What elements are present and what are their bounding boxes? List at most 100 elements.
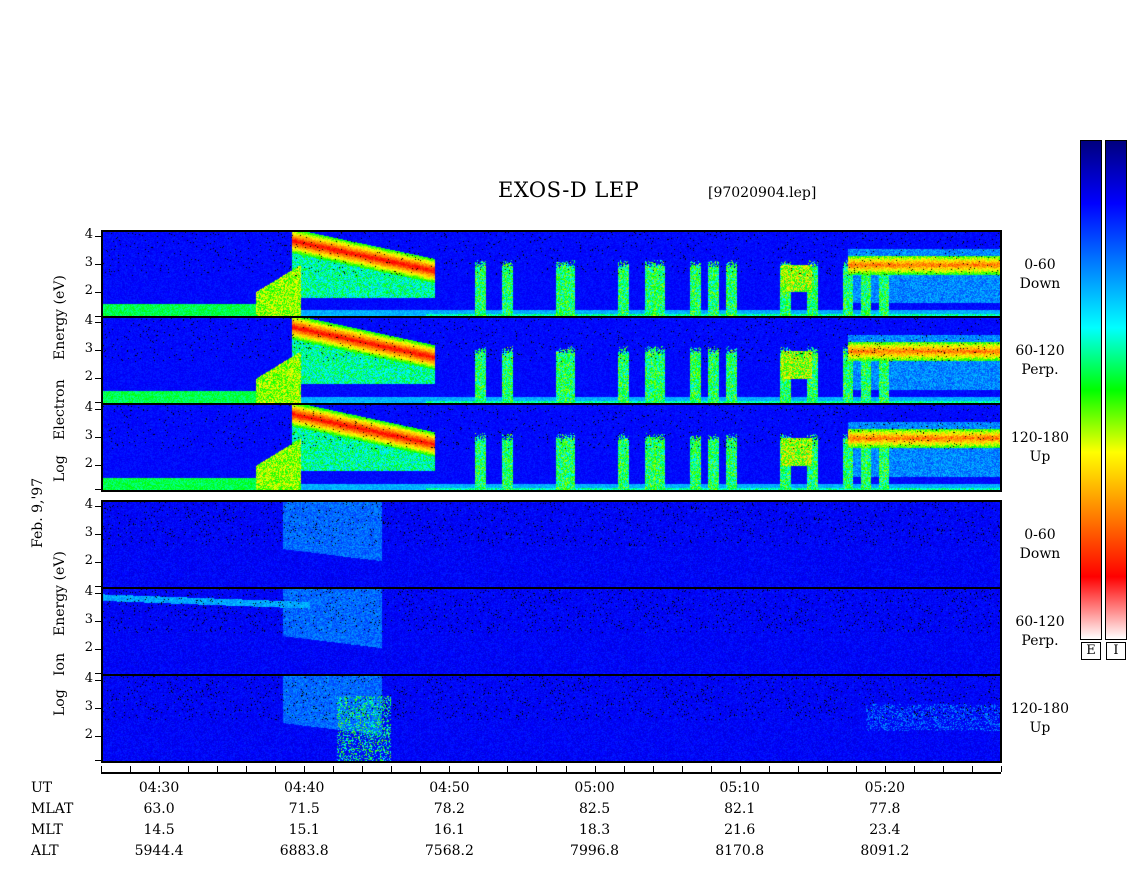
y-tick-label: 2 [84, 283, 93, 299]
y-tick-mark [95, 592, 101, 594]
y-tick-mark [95, 708, 101, 710]
pitch-range: 60-120 [1015, 614, 1065, 630]
x-minor-tick [913, 766, 915, 772]
ephemeris-value: 5944.4 [134, 843, 184, 859]
y-tick-label: 4 [84, 312, 93, 328]
y-tick-label: 4 [84, 496, 93, 512]
pitch-direction: Perp. [1021, 362, 1059, 378]
x-minor-tick [188, 766, 190, 772]
panel-electron-perp [101, 316, 1002, 405]
pitch-direction: Up [1029, 720, 1051, 736]
pitch-label-e-perp: 60-120 Perp. [1005, 342, 1075, 380]
x-minor-tick [855, 766, 857, 772]
date-label: Feb. 9,'97 [30, 477, 46, 548]
ephemeris-value: 8170.8 [715, 843, 765, 859]
ephemeris-value: 71.5 [288, 801, 320, 817]
y-tick-mark [95, 378, 101, 380]
y-tick-label: 4 [84, 583, 93, 599]
y-tick-mark [95, 489, 101, 490]
ephemeris-value: 8091.2 [860, 843, 910, 859]
colorbar-ion-label: I [1106, 642, 1126, 660]
y-tick-mark [95, 562, 101, 564]
pitch-direction: Perp. [1021, 633, 1059, 649]
pitch-label-i-down: 0-60 Down [1005, 526, 1075, 564]
y-tick-label: 4 [84, 670, 93, 686]
x-minor-tick [536, 766, 538, 772]
y-tick-mark [95, 649, 101, 651]
ion-species-label: Ion [52, 653, 68, 676]
ut-value: 04:50 [429, 780, 470, 796]
panel-electron-up [101, 403, 1002, 492]
pitch-direction: Down [1019, 276, 1061, 292]
x-major-tick [449, 766, 451, 774]
x-minor-tick [362, 766, 364, 772]
panel-electron-down [101, 230, 1002, 318]
y-tick-mark [95, 292, 101, 294]
y-tick-mark [95, 505, 101, 507]
x-minor-tick [391, 766, 393, 772]
x-minor-tick [942, 766, 944, 772]
ephemeris-value: 7568.2 [424, 843, 474, 859]
spectrogram-ion-perp [103, 589, 1000, 674]
spectrogram-electron-up [103, 405, 1000, 490]
x-minor-tick [681, 766, 683, 772]
y-tick-mark [95, 679, 101, 681]
pitch-direction: Down [1019, 546, 1061, 562]
y-tick-mark [95, 350, 101, 352]
x-major-tick [594, 766, 596, 774]
x-major-tick [884, 766, 886, 774]
y-tick-mark [95, 760, 101, 761]
ephemeris-value: 23.4 [869, 822, 901, 838]
ephemeris-value: 7996.8 [570, 843, 620, 859]
colorbar-electron [1080, 140, 1102, 640]
colorbar-electron-label: E [1081, 642, 1101, 660]
y-tick-label: 3 [84, 525, 93, 541]
y-tick-mark [95, 736, 101, 738]
x-minor-tick [101, 766, 102, 772]
panel-ion-up [101, 674, 1002, 763]
chart-title: EXOS-D LEP [498, 178, 640, 202]
ut-value: 05:00 [574, 780, 615, 796]
pitch-label-e-down: 0-60 Down [1005, 256, 1075, 294]
ephemeris-value: 82.5 [578, 801, 611, 817]
y-tick-label: 3 [84, 612, 93, 628]
x-minor-tick [1001, 766, 1002, 772]
x-minor-tick [623, 766, 625, 772]
ephemeris-value: 77.8 [869, 801, 901, 817]
y-tick-mark [95, 673, 101, 674]
x-minor-tick [478, 766, 480, 772]
x-minor-tick [797, 766, 799, 772]
file-name: [97020904.lep] [708, 185, 817, 201]
y-tick-label: 2 [84, 369, 93, 385]
ut-value: 05:10 [719, 780, 760, 796]
y-tick-label: 3 [84, 699, 93, 715]
y-tick-mark [95, 316, 101, 317]
panel-ion-perp [101, 587, 1002, 676]
x-minor-tick [130, 766, 132, 772]
x-minor-tick [652, 766, 654, 772]
spectrogram-ion-down [103, 502, 1000, 587]
ut-value: 05:20 [864, 780, 906, 796]
ephemeris-value: 6883.8 [279, 843, 329, 859]
y-tick-label: 3 [84, 428, 93, 444]
time-axis [101, 772, 1001, 774]
x-minor-tick [565, 766, 567, 772]
ephemeris-value: 14.5 [143, 822, 175, 838]
y-tick-label: 3 [84, 255, 93, 271]
spectrogram-electron-perp [103, 318, 1000, 403]
x-minor-tick [217, 766, 219, 772]
ephemeris-value: 21.6 [724, 822, 756, 838]
x-major-tick [739, 766, 741, 774]
ephemeris-value: 18.3 [578, 822, 611, 838]
ut-value: 04:40 [284, 780, 325, 796]
electron-log-label: Log [52, 455, 68, 482]
y-tick-mark [95, 321, 101, 323]
x-major-tick [304, 766, 306, 774]
x-minor-tick [768, 766, 770, 772]
ephemeris-row-label: ALT [31, 843, 59, 859]
x-minor-tick [826, 766, 828, 772]
pitch-direction: Up [1029, 449, 1051, 465]
pitch-range: 60-120 [1015, 343, 1065, 359]
x-minor-tick [333, 766, 335, 772]
pitch-label-e-up: 120-180 Up [1005, 429, 1075, 467]
